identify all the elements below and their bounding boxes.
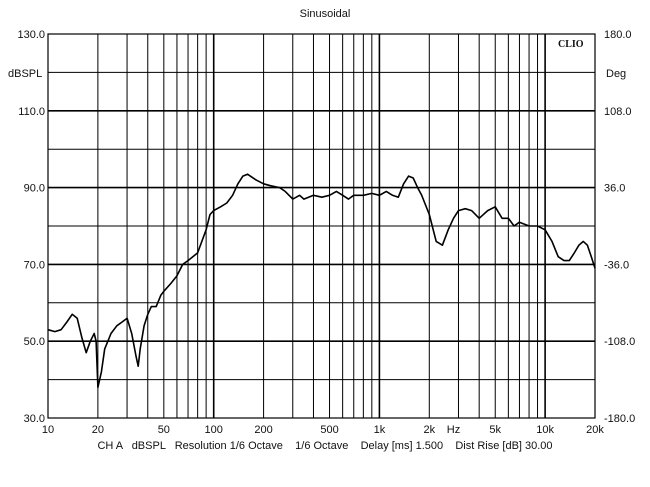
x-tick-label: 10 — [42, 424, 54, 436]
right-tick-label: 180.0 — [604, 29, 632, 41]
right-tick-label: 36.0 — [604, 183, 625, 195]
x-tick-label: 20k — [586, 424, 604, 436]
right-tick-label: -108.0 — [604, 336, 635, 348]
right-tick-label: 108.0 — [604, 106, 632, 118]
response-curve — [47, 173, 596, 389]
x-tick-label: 50 — [158, 424, 170, 436]
left-tick-label: 130.0 — [17, 29, 45, 41]
left-tick-label: 110.0 — [18, 106, 45, 118]
x-tick-label: 1k — [374, 424, 386, 436]
chart-title: Sinusoidal — [299, 8, 351, 20]
x-tick-label: 5k — [489, 424, 501, 436]
x-tick-label: 10k — [536, 424, 554, 436]
x-tick-label: 2k — [423, 424, 435, 436]
left-tick-label: 30.0 — [24, 413, 45, 425]
x-tick-label: 500 — [320, 424, 338, 436]
right-axis-unit: Deg — [606, 68, 626, 80]
left-tick-label: 50.0 — [24, 336, 45, 348]
x-tick-label: 200 — [254, 424, 272, 436]
x-tick-label: 100 — [205, 424, 223, 436]
x-tick-label: 20 — [92, 424, 104, 436]
x-tick-label: Hz — [447, 424, 460, 436]
left-tick-label: 70.0 — [24, 259, 45, 271]
left-axis-unit: dBSPL — [8, 68, 42, 80]
clio-watermark: CLIO — [558, 39, 584, 50]
right-tick-label: -180.0 — [604, 413, 635, 425]
horizontal-grid — [48, 71, 595, 381]
left-tick-label: 90.0 — [24, 183, 45, 195]
x-axis-ticks: 10 20 50 100 200 500 1k 2k Hz 5k 10k 20k — [42, 424, 604, 436]
left-axis-ticks: 130.0 110.0 90.0 70.0 50.0 30.0 — [17, 29, 45, 425]
right-axis-ticks: 180.0 108.0 36.0 -36.0 -108.0 -180.0 — [604, 29, 635, 425]
footer-status: CH A dBSPL Resolution 1/6 Octave 1/6 Oct… — [97, 440, 553, 452]
right-tick-label: -36.0 — [604, 259, 629, 271]
